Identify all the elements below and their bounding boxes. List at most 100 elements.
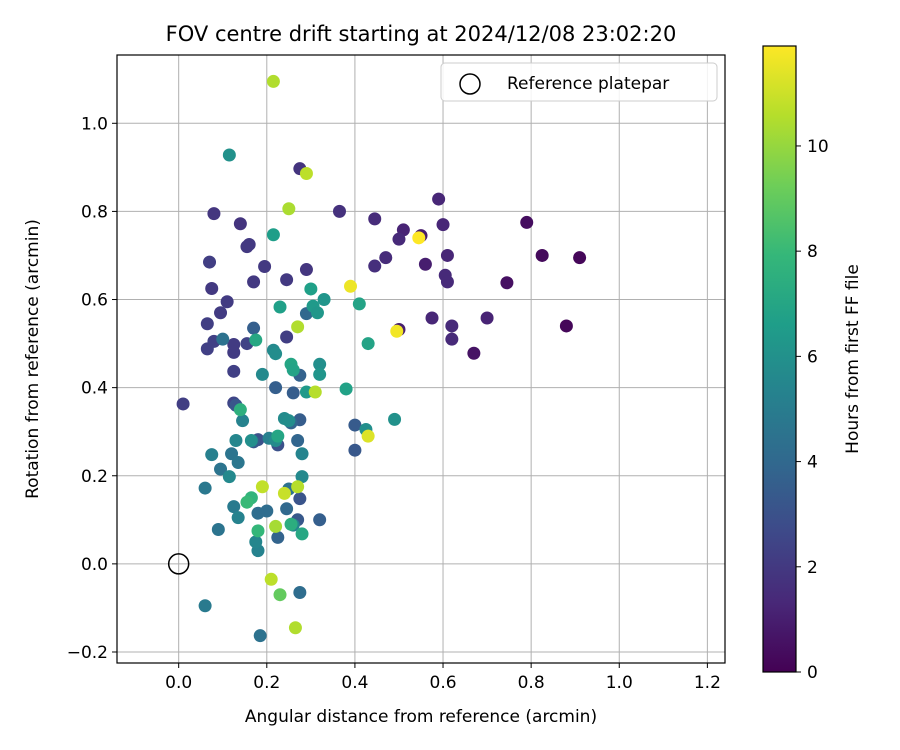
data-point xyxy=(277,486,291,500)
data-point xyxy=(220,295,234,309)
data-point xyxy=(291,480,305,494)
data-point xyxy=(214,306,228,320)
data-point xyxy=(258,259,272,273)
data-point xyxy=(379,251,393,265)
x-tick-label: 0.0 xyxy=(165,673,192,693)
data-point xyxy=(222,148,236,162)
y-tick-label: 1.0 xyxy=(81,114,108,134)
data-point xyxy=(231,456,245,470)
data-point xyxy=(339,382,353,396)
data-point xyxy=(313,513,327,527)
data-point xyxy=(348,443,362,457)
data-point xyxy=(361,429,375,443)
data-point xyxy=(288,621,302,635)
colorbar-ticks: 0 2 4 6 8 10 xyxy=(796,137,829,683)
reference-marker xyxy=(167,553,190,575)
data-point xyxy=(352,297,366,311)
data-point xyxy=(348,418,362,432)
data-point xyxy=(445,332,459,346)
data-point xyxy=(418,257,432,271)
data-point xyxy=(266,74,280,88)
y-tick-label: 0.8 xyxy=(81,202,108,222)
data-point xyxy=(412,231,426,245)
data-point xyxy=(332,204,346,218)
data-point xyxy=(286,386,300,400)
data-point xyxy=(295,470,309,484)
data-point xyxy=(271,530,285,544)
data-point xyxy=(520,215,534,229)
data-points xyxy=(176,74,587,643)
data-point xyxy=(293,586,307,600)
colorbar-tick-label: 10 xyxy=(807,137,829,157)
data-point xyxy=(291,320,305,334)
x-axis-ticks: 0.0 0.2 0.4 0.6 0.8 1.0 1.2 xyxy=(165,663,721,693)
data-point xyxy=(255,367,269,381)
colorbar-gradient xyxy=(762,45,797,673)
data-point xyxy=(317,293,331,307)
data-point xyxy=(229,434,243,448)
data-point xyxy=(445,319,459,333)
x-tick-label: 0.4 xyxy=(341,673,368,693)
data-point xyxy=(207,207,221,221)
data-point xyxy=(247,321,261,335)
data-point xyxy=(269,347,283,361)
data-point xyxy=(205,448,219,462)
data-point xyxy=(310,306,324,320)
y-tick-label: 0.4 xyxy=(81,379,108,399)
data-point xyxy=(280,330,294,344)
grid-lines xyxy=(117,55,725,663)
colorbar-tick-label: 4 xyxy=(807,453,818,473)
data-point xyxy=(266,228,280,242)
data-point xyxy=(295,447,309,461)
data-point xyxy=(390,324,404,338)
data-point xyxy=(176,397,190,411)
y-axis-label: Rotation from reference (arcmin) xyxy=(23,219,43,499)
data-point xyxy=(227,500,241,514)
data-point xyxy=(200,317,214,331)
data-point xyxy=(255,480,269,494)
chart-title: FOV centre drift starting at 2024/12/08 … xyxy=(166,22,677,46)
data-point xyxy=(200,342,214,356)
colorbar-label: Hours from first FF file xyxy=(843,264,863,454)
data-point xyxy=(264,572,278,586)
x-tick-label: 0.6 xyxy=(430,673,457,693)
x-tick-label: 1.2 xyxy=(694,673,721,693)
data-point xyxy=(280,502,294,516)
colorbar-tick-label: 2 xyxy=(807,558,818,578)
data-point xyxy=(286,363,300,377)
data-point xyxy=(269,519,283,533)
data-point xyxy=(273,300,287,314)
data-point xyxy=(227,345,241,359)
data-point xyxy=(368,259,382,273)
data-point xyxy=(295,527,309,541)
y-axis-ticks: −0.2 0.0 0.2 0.4 0.6 0.8 1.0 xyxy=(67,114,117,663)
data-point xyxy=(249,333,263,347)
data-point xyxy=(251,524,265,538)
data-point xyxy=(313,367,327,381)
data-point xyxy=(249,535,263,549)
data-point xyxy=(216,332,230,346)
data-point xyxy=(198,599,212,613)
data-point xyxy=(203,255,217,269)
y-tick-label: 0.2 xyxy=(81,467,108,487)
data-point xyxy=(284,517,298,531)
legend-label: Reference platepar xyxy=(507,74,669,94)
data-point xyxy=(273,588,287,602)
plot-frame xyxy=(116,54,726,664)
data-point xyxy=(269,381,283,395)
data-point xyxy=(198,481,212,495)
data-point xyxy=(535,248,549,262)
data-point xyxy=(313,357,327,371)
y-tick-label: 0.0 xyxy=(81,555,108,575)
x-axis-label: Angular distance from reference (arcmin) xyxy=(245,707,597,727)
data-point xyxy=(211,523,225,537)
x-tick-label: 1.0 xyxy=(606,673,633,693)
data-point xyxy=(368,212,382,226)
data-point xyxy=(247,275,261,289)
colorbar-tick-label: 0 xyxy=(807,663,818,683)
legend-box xyxy=(440,62,718,102)
data-point xyxy=(205,282,219,296)
y-tick-label: 0.6 xyxy=(81,291,108,311)
data-point xyxy=(233,403,247,417)
